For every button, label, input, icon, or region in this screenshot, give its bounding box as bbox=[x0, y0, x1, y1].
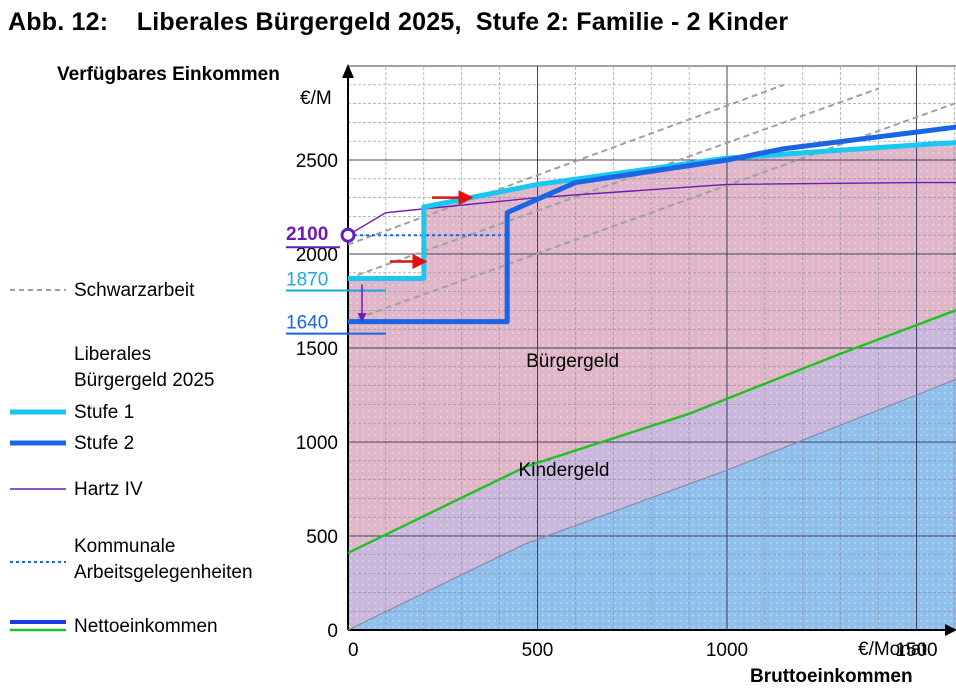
legend-label: Nettoeinkommen bbox=[74, 616, 218, 637]
y-marker-label: 1640 bbox=[286, 313, 328, 334]
y-tick-label: 0 bbox=[327, 621, 338, 642]
tick-labels: 0500100015002000250005001000150020002500 bbox=[296, 151, 938, 661]
legend-item-kommunal: Kommunale Arbeitsgelegenheiten bbox=[10, 536, 253, 583]
legend-label: Stufe 2 bbox=[74, 433, 134, 454]
y-marker-label: 2100 bbox=[286, 224, 328, 245]
legend-label: Stufe 1 bbox=[74, 402, 134, 423]
x-tick-label: 0 bbox=[348, 640, 359, 661]
legend-label: Liberales bbox=[74, 344, 151, 365]
page-title: Abb. 12: Liberales Bürgergeld 2025, Stuf… bbox=[8, 8, 789, 36]
legend-label: Hartz IV bbox=[74, 479, 143, 500]
region-label: Kindergeld bbox=[519, 460, 610, 481]
x-axis-title: Bruttoeinkommen bbox=[750, 666, 913, 687]
series-schwarzarbeit-1 bbox=[347, 83, 785, 246]
x-tick-label: 1000 bbox=[706, 640, 748, 661]
region-label: Bürgergeld bbox=[526, 351, 619, 372]
y-unit-label: €/M bbox=[300, 88, 332, 109]
series-nettoeinkommen bbox=[347, 308, 956, 554]
legend-label: Bürgergeld 2025 bbox=[74, 370, 215, 391]
legend-label: Schwarzarbeit bbox=[74, 280, 195, 301]
series-schwarzarbeit-2 bbox=[347, 87, 879, 280]
legend-item-hartz: Hartz IV bbox=[10, 479, 143, 500]
y-tick-label: 2000 bbox=[296, 245, 338, 266]
series-nettoeinkommen-ohne-kindergeld bbox=[347, 378, 956, 631]
series-schwarzarbeit-3 bbox=[347, 102, 955, 323]
legend-item-schwarzarbeit: Schwarzarbeit bbox=[10, 280, 195, 301]
y-tick-label: 1000 bbox=[296, 433, 338, 454]
x-axis-arrow bbox=[945, 624, 956, 636]
legend-item-header: Liberales Bürgergeld 2025 bbox=[74, 344, 215, 391]
hartz-start-marker bbox=[340, 227, 356, 243]
annotations: 210018701640BürgergeldKindergeldNettoein… bbox=[286, 190, 619, 481]
legend-label: Kommunale bbox=[74, 536, 175, 557]
y-axis-title: Verfügbares Einkommen bbox=[57, 64, 280, 85]
y-axis-arrow bbox=[342, 64, 354, 78]
x-tick-label: 500 bbox=[522, 640, 554, 661]
y-tick-label: 1500 bbox=[296, 339, 338, 360]
legend-label: Arbeitsgelegenheiten bbox=[74, 562, 253, 583]
legend-item-stufe2: Stufe 2 bbox=[10, 433, 134, 454]
legend-item-stufe1: Stufe 1 bbox=[10, 402, 134, 423]
y-tick-label: 500 bbox=[306, 527, 338, 548]
grid-lines bbox=[348, 65, 956, 630]
legend-item-netto: Nettoeinkommen bbox=[10, 616, 218, 637]
x-tick-label: 1500 bbox=[895, 640, 937, 661]
x-unit-label: €/Monat bbox=[858, 639, 927, 660]
series-hartz-iv bbox=[347, 181, 956, 236]
legend: Schwarzarbeit Liberales Bürgergeld 2025 Stu… bbox=[10, 280, 253, 637]
series-stufe-2 bbox=[348, 124, 956, 325]
y-tick-label: 2500 bbox=[296, 151, 338, 172]
y-marker-label: 1870 bbox=[286, 269, 328, 290]
